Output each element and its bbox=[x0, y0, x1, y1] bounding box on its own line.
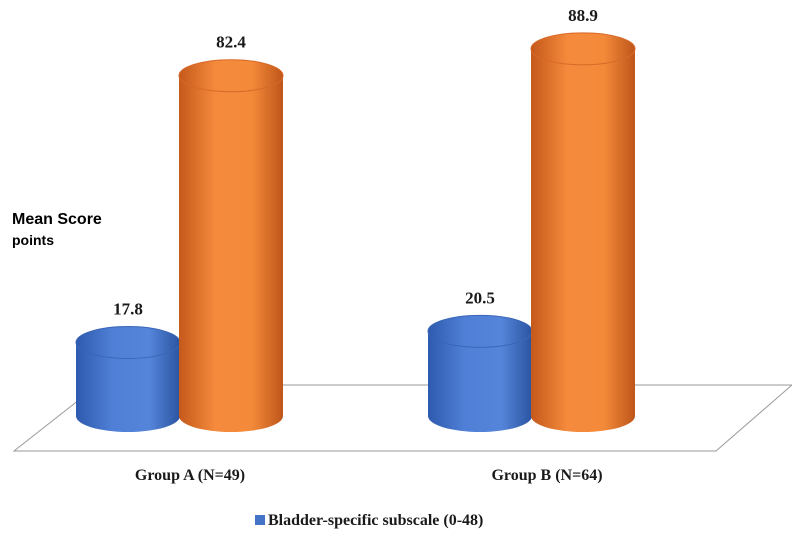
bar-blue-group-a-body bbox=[76, 342, 180, 432]
bar-orange-group-a-value-label: 82.4 bbox=[216, 33, 246, 52]
bar-blue-group-a-top bbox=[75, 325, 181, 359]
bar-blue-group-a-value-label: 17.8 bbox=[113, 299, 143, 318]
bar-blue-group-b-value-label: 20.5 bbox=[465, 288, 495, 307]
bar-blue-group-b-body bbox=[428, 331, 532, 432]
bar-orange-group-b-top bbox=[530, 32, 636, 66]
bar-orange-group-a-top bbox=[178, 59, 284, 93]
bar-orange-group-b-body bbox=[531, 48, 635, 433]
legend-entry-label: Bladder-specific subscale (0-48) bbox=[268, 512, 483, 529]
category-label-group-a: Group A (N=49) bbox=[135, 467, 245, 484]
bar-orange-group-a-body bbox=[179, 75, 283, 433]
bars: 17.8 82.4 20.5 88.9 bbox=[75, 6, 636, 433]
category-label-group-b: Group B (N=64) bbox=[491, 467, 602, 484]
bar-orange-group-b-value-label: 88.9 bbox=[568, 6, 598, 25]
y-axis-title-line2: points bbox=[12, 232, 54, 248]
y-axis-title-line1: Mean Score bbox=[12, 211, 102, 228]
legend-swatch bbox=[255, 515, 265, 525]
bar-blue-group-b-top bbox=[427, 314, 533, 348]
legend: Bladder-specific subscale (0-48) bbox=[255, 512, 483, 529]
